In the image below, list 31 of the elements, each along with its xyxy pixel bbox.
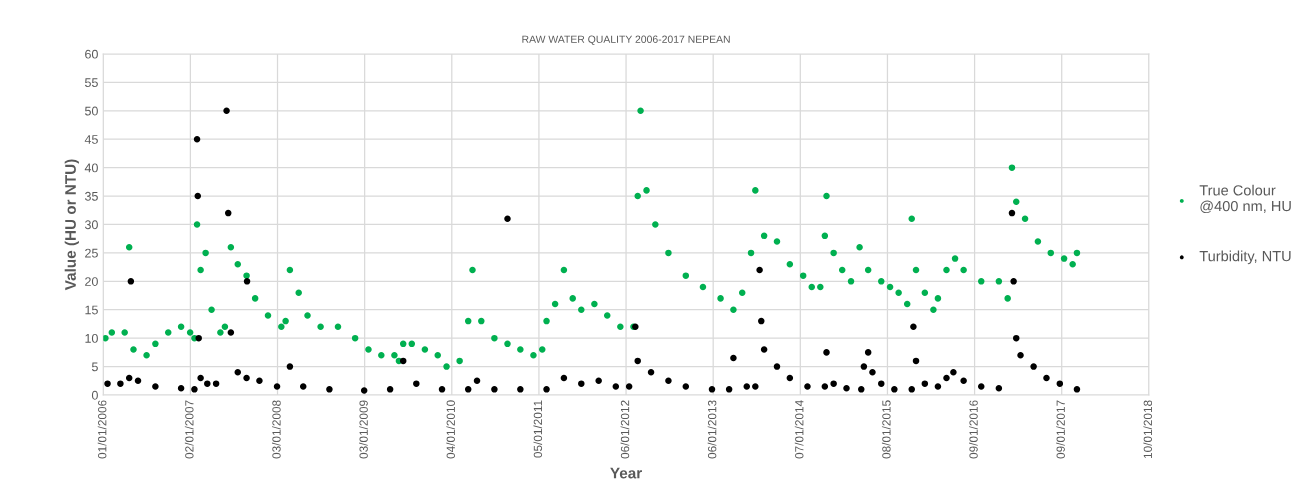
y-tick-label: 60	[85, 49, 98, 59]
x-tick-label: 05/01/2011	[533, 400, 543, 458]
x-tick-label: 10/01/2018	[1143, 400, 1153, 459]
x-tick-label: 01/01/2006	[97, 400, 107, 459]
y-tick-label: 30	[84, 220, 98, 230]
x-tick-label: 04/01/2010	[446, 400, 455, 459]
y-tick-label: 35	[84, 191, 98, 201]
y-tick-label: 10	[85, 333, 98, 343]
x-axis-title: Year	[610, 467, 642, 479]
y-tick-label: 15	[85, 305, 98, 315]
x-tick-label: 03/01/2008	[272, 400, 281, 459]
legend-label: Turbidity, NTU	[1199, 250, 1291, 265]
y-tick-label: 20	[85, 277, 98, 286]
x-tick-label: 02/01/2007	[184, 400, 194, 459]
x-tick-label: 06/01/2012	[620, 400, 630, 459]
y-tick-label: 5	[91, 362, 98, 372]
x-tick-label: 07/01/2014	[794, 400, 804, 459]
x-tick-label: 08/01/2015	[881, 400, 891, 459]
y-tick-label: 50	[84, 106, 98, 116]
y-tick-label: 40	[84, 163, 98, 173]
chart-title: RAW WATER QUALITY 2006-2017 NEPEAN	[522, 35, 730, 45]
y-tick-label: 0	[91, 390, 98, 400]
y-tick-label: 45	[84, 135, 98, 144]
x-tick-label: 09/01/2017	[1056, 400, 1065, 459]
x-tick-label: 03/01/2009	[359, 400, 368, 459]
x-tick-label: 06/01/2013	[707, 400, 717, 459]
x-tick-label: 09/01/2016	[969, 400, 978, 459]
legend-label: True Colour @400 nm, HU	[1199, 184, 1291, 214]
y-tick-label: 25	[85, 248, 98, 258]
y-axis-title: Value (HU or NTU)	[64, 159, 79, 291]
y-tick-label: 55	[84, 78, 98, 88]
